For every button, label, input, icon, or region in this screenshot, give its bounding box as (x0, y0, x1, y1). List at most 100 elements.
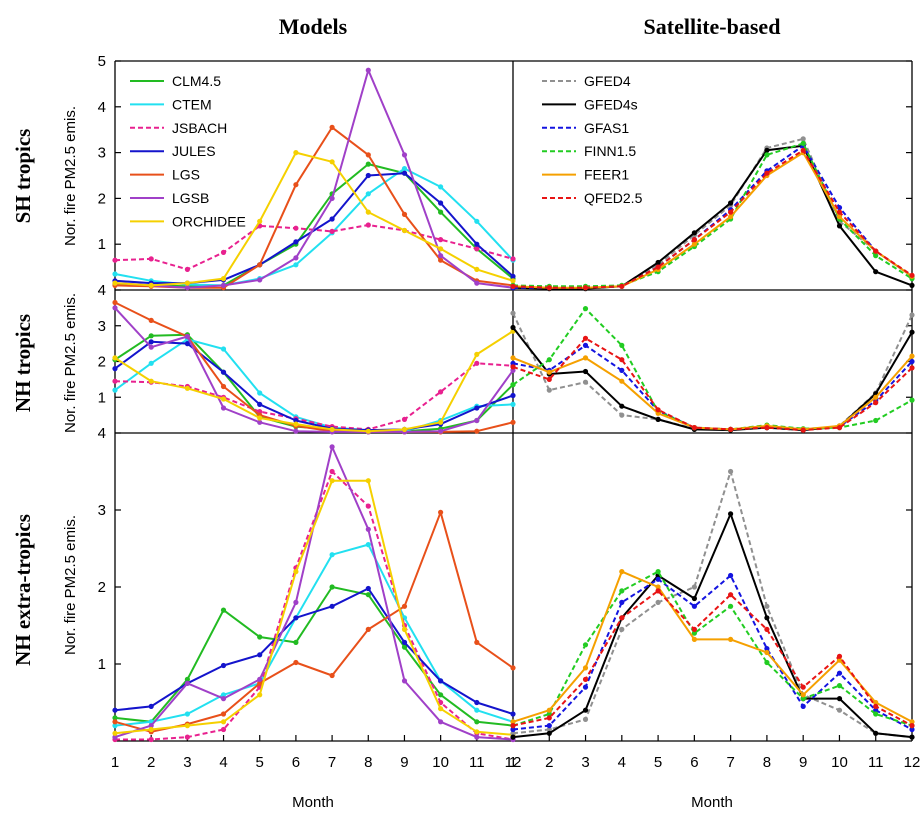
point-ctem-1 (112, 271, 118, 277)
point-qfed2-5-8 (764, 425, 770, 431)
point-qfed2-5-7 (728, 426, 734, 432)
point-lgsb-10 (438, 719, 444, 725)
x-tick-label-0-12: 12 (505, 754, 522, 771)
point-orchidee-7 (329, 426, 335, 432)
point-lgsb-1 (112, 734, 118, 740)
point-jules-5 (257, 401, 263, 407)
point-jules-1 (112, 707, 118, 713)
point-lgs-6 (293, 659, 299, 666)
point-gfed4s-7 (728, 200, 734, 206)
point-orchidee-2 (148, 378, 154, 384)
point-clm4-5-11 (474, 719, 480, 725)
x-tick-label-1-1: 1 (509, 754, 517, 771)
point-finn1-5-9 (800, 696, 806, 702)
x-tick-label-0-10: 10 (432, 754, 449, 771)
point-lgs-4 (220, 711, 227, 717)
point-gfed4-7 (728, 468, 734, 475)
legend-label-ctem: CTEM (172, 96, 212, 112)
point-lgs-2 (148, 317, 154, 323)
point-jules-8 (365, 585, 371, 592)
point-lgsb-3 (184, 333, 190, 340)
point-gfed4-10 (836, 707, 843, 713)
point-qfed2-5-9 (800, 684, 806, 690)
series-line-feer1 (512, 151, 913, 289)
point-gfas1-9 (800, 703, 806, 710)
row-title-nhx: NH extra-tropics (11, 514, 35, 666)
y-tick-label-sh-5: 5 (98, 53, 106, 70)
y-tick-label-sh-2: 2 (98, 190, 106, 207)
point-ctem-2 (148, 360, 154, 366)
point-qfed2-5-1 (510, 283, 516, 289)
point-qfed2-5-12 (909, 365, 915, 371)
x-tick-label-0-11: 11 (469, 754, 485, 771)
point-finn1-5-11 (873, 711, 879, 717)
point-gfed4-5 (655, 599, 661, 606)
point-lgsb-7 (329, 195, 335, 201)
x-tick-label-0-9: 9 (400, 754, 408, 771)
point-gfas1-1 (510, 360, 516, 366)
point-lgsb-2 (148, 344, 154, 350)
point-gfas1-3 (582, 342, 589, 348)
point-orchidee-11 (474, 729, 480, 735)
point-lgsb-10 (438, 253, 444, 259)
point-lgs-8 (365, 626, 371, 633)
point-clm4-5-7 (329, 584, 335, 590)
series-line-finn1-5 (512, 307, 913, 431)
series-line-qfed2-5 (512, 589, 913, 727)
point-gfas1-6 (691, 603, 698, 609)
y-tick-label-nh-2: 2 (98, 354, 106, 371)
point-jsbach-11 (474, 246, 480, 252)
point-orchidee-3 (184, 723, 190, 729)
point-lgs-5 (257, 262, 263, 268)
x-tick-label-1-7: 7 (726, 754, 734, 771)
x-tick-label-1-8: 8 (763, 754, 771, 771)
point-qfed2-5-12 (909, 723, 915, 729)
point-feer1-8 (764, 649, 770, 656)
point-lgsb-11 (474, 417, 480, 424)
point-lgs-1 (112, 299, 118, 306)
point-orchidee-9 (401, 426, 408, 432)
point-gfed4s-5 (655, 416, 661, 422)
point-qfed2-5-9 (800, 427, 806, 433)
point-gfed4-1 (510, 730, 516, 736)
series-line-gfed4 (513, 137, 913, 289)
point-finn1-5-6 (691, 630, 698, 636)
point-lgsb-5 (257, 277, 263, 283)
point-feer1-7 (728, 636, 734, 643)
point-finn1-5-3 (582, 642, 589, 648)
point-qfed2-5-6 (691, 425, 698, 431)
point-qfed2-5-11 (873, 248, 879, 254)
point-orchidee-8 (365, 209, 371, 215)
legend-label-clm4-5: CLM4.5 (172, 73, 221, 89)
point-clm4-5-2 (148, 333, 154, 339)
point-clm4-5-4 (220, 607, 227, 613)
point-lgs-4 (220, 383, 227, 390)
point-qfed2-5-3 (582, 335, 589, 341)
point-gfed4s-11 (873, 269, 879, 275)
point-orchidee-10 (438, 706, 444, 712)
series-line-jsbach (114, 362, 514, 431)
y-tick-label-nhx-3: 3 (98, 502, 106, 519)
point-gfed4-12 (909, 312, 915, 318)
x-tick-label-1-12: 12 (904, 754, 921, 771)
point-jsbach-3 (184, 734, 190, 740)
point-gfas1-10 (836, 205, 843, 211)
panel-nh-satellite (510, 306, 915, 433)
x-tick-label-1-6: 6 (690, 754, 698, 771)
point-jsbach-4 (220, 249, 227, 255)
point-lgsb-6 (293, 599, 299, 606)
point-gfas1-5 (655, 576, 661, 582)
point-clm4-5-9 (401, 644, 408, 650)
point-gfed4s-7 (728, 511, 734, 517)
point-orchidee-9 (401, 227, 408, 234)
series-line-lgsb (114, 69, 514, 289)
point-feer1-1 (510, 719, 516, 725)
point-finn1-5-2 (546, 711, 552, 717)
point-feer1-2 (546, 707, 552, 713)
point-qfed2-5-4 (619, 615, 625, 621)
point-clm4-5-10 (438, 692, 444, 698)
point-qfed2-5-7 (728, 209, 734, 215)
point-feer1-4 (619, 378, 625, 384)
series-line-gfas1 (512, 574, 913, 731)
point-jsbach-11 (474, 360, 480, 366)
